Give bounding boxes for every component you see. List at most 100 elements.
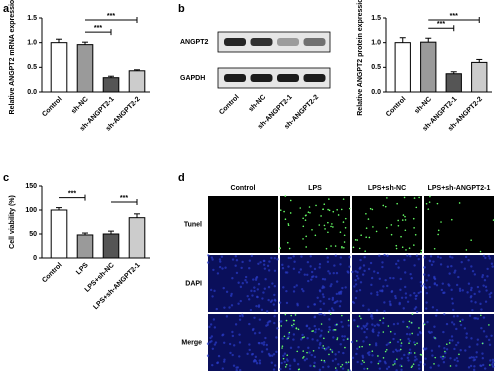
tunel-dot xyxy=(412,363,415,365)
nucleus xyxy=(237,302,240,305)
nucleus xyxy=(430,263,434,266)
tunel-dot xyxy=(290,314,293,317)
nucleus xyxy=(300,255,303,258)
nucleus xyxy=(382,285,385,288)
nucleus xyxy=(303,359,307,362)
nucleus xyxy=(392,350,395,353)
tunel-dot xyxy=(368,236,371,239)
tunel-dot xyxy=(297,328,300,331)
nucleus xyxy=(299,268,303,271)
nucleus xyxy=(320,312,323,316)
nucleus xyxy=(473,358,477,361)
tunel-dot xyxy=(284,218,287,220)
nucleus xyxy=(482,284,485,287)
nucleus xyxy=(368,353,371,357)
nucleus xyxy=(257,282,261,286)
tunel-dot xyxy=(382,331,385,333)
tunel-dot xyxy=(344,226,347,229)
tunel-dot xyxy=(348,207,351,210)
nucleus xyxy=(404,296,408,299)
nucleus xyxy=(408,339,412,343)
nucleus xyxy=(253,332,257,335)
nucleus xyxy=(433,282,437,285)
nucleus xyxy=(207,254,210,257)
nucleus xyxy=(452,308,455,312)
tunel-dot xyxy=(405,249,407,251)
x-tick-label: Control xyxy=(385,96,408,119)
nucleus xyxy=(453,271,456,274)
tunel-dot xyxy=(334,245,337,247)
nucleus xyxy=(363,326,366,329)
nucleus xyxy=(473,273,477,276)
nucleus xyxy=(262,291,265,294)
y-tick-label: 1.0 xyxy=(27,40,37,47)
nucleus xyxy=(230,292,233,296)
nucleus xyxy=(262,343,266,346)
tunel-dot xyxy=(352,246,355,249)
nucleus xyxy=(415,254,419,257)
nucleus xyxy=(417,363,421,367)
nucleus xyxy=(433,325,436,328)
tunel-dot xyxy=(458,353,460,356)
nucleus xyxy=(488,293,491,296)
nucleus xyxy=(470,300,473,303)
nucleus xyxy=(376,271,380,275)
tunel-dot xyxy=(287,223,290,225)
nucleus xyxy=(408,348,412,351)
nucleus xyxy=(293,285,296,289)
nucleus xyxy=(407,359,410,362)
tunel-dot xyxy=(408,247,411,249)
tunel-dot xyxy=(315,204,317,207)
tunel-dot xyxy=(364,250,366,253)
tunel-dot xyxy=(434,356,437,359)
nucleus xyxy=(459,323,463,327)
nucleus xyxy=(235,366,238,369)
nucleus xyxy=(213,343,217,346)
blot-band-label: GAPDH xyxy=(180,75,205,82)
nucleus xyxy=(339,291,342,294)
tunel-dot xyxy=(340,365,342,368)
tunel-dot xyxy=(360,317,362,320)
nucleus xyxy=(292,338,295,341)
y-tick-label: 150 xyxy=(25,183,37,190)
tunel-dot xyxy=(303,336,305,338)
nucleus xyxy=(386,254,389,257)
nucleus xyxy=(356,271,359,274)
nucleus xyxy=(455,283,459,287)
tunel-dot xyxy=(408,320,411,323)
nucleus xyxy=(370,283,373,287)
tunel-dot xyxy=(416,342,418,345)
nucleus xyxy=(414,355,417,359)
nucleus xyxy=(384,278,387,282)
nucleus xyxy=(240,266,243,270)
nucleus xyxy=(209,336,212,340)
tunel-dot xyxy=(323,359,326,362)
tunel-dot xyxy=(306,351,308,354)
y-axis-label: Cell viability (%) xyxy=(9,195,16,249)
nucleus xyxy=(359,281,363,284)
tunel-dot xyxy=(347,361,350,363)
nucleus xyxy=(413,291,416,295)
nucleus xyxy=(261,297,264,300)
nucleus xyxy=(273,269,277,272)
tunel-dot xyxy=(367,218,370,220)
nucleus xyxy=(490,291,493,295)
nucleus xyxy=(332,336,335,339)
tunel-dot xyxy=(375,230,378,233)
nucleus xyxy=(439,256,442,260)
nucleus xyxy=(273,364,277,367)
nucleus xyxy=(247,298,251,301)
tunel-dot xyxy=(389,330,392,333)
tunel-dot xyxy=(377,355,379,357)
tunel-dot xyxy=(411,332,414,335)
tunel-dot xyxy=(302,357,304,359)
nucleus xyxy=(482,316,486,319)
tunel-dot xyxy=(329,313,332,315)
nucleus xyxy=(264,336,267,340)
tunel-dot xyxy=(347,319,350,322)
nucleus xyxy=(211,258,214,261)
tunel-dot xyxy=(288,247,291,250)
tunel-dot xyxy=(332,210,335,213)
y-axis-label: Relative ANGPT2 mRNA expression xyxy=(9,0,16,114)
tunel-dot xyxy=(404,229,407,232)
